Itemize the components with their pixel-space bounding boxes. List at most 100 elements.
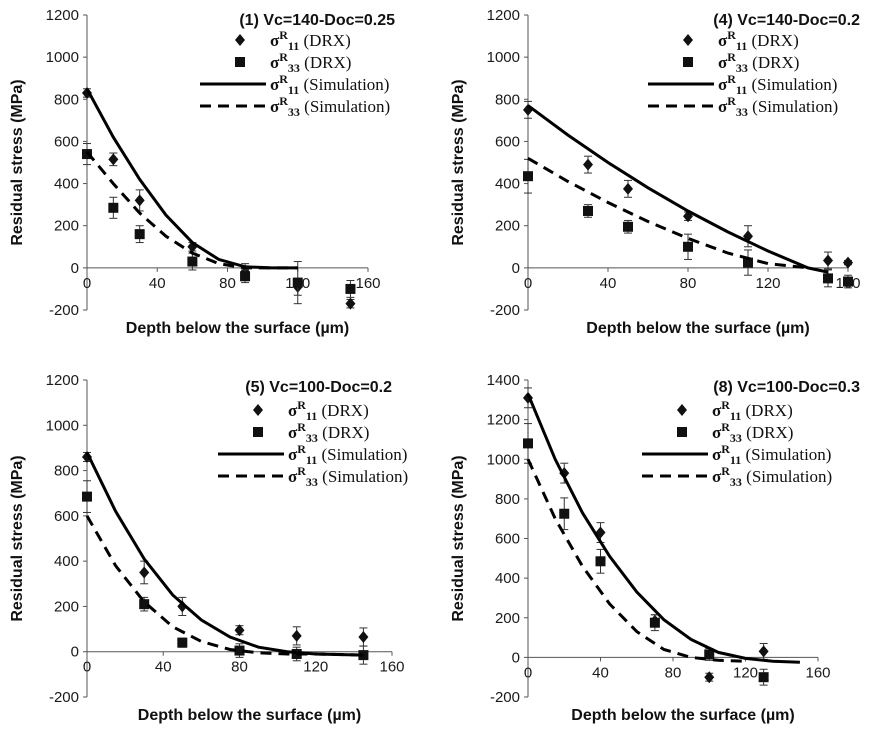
x-tick-label: 40	[155, 659, 172, 676]
data-point-s33-drx	[358, 650, 369, 661]
y-tick-label: 1200	[46, 7, 79, 24]
legend-subscript: 33	[288, 61, 300, 75]
x-axis-label: Depth below the surface (µm)	[571, 707, 794, 724]
legend-sigma: σ	[288, 423, 298, 442]
data-point-s33-drx	[758, 672, 769, 683]
legend-marker-diamond	[683, 34, 693, 46]
data-point-s11-drx	[823, 254, 833, 267]
legend-entry-label: σR33 (Simulation)	[288, 464, 408, 489]
data-point-s11-drx	[623, 182, 633, 195]
y-tick-label: 200	[495, 610, 520, 627]
legend-superscript: R	[721, 442, 730, 456]
x-tick-label: 80	[219, 275, 236, 292]
data-point-s33-drx	[240, 271, 251, 282]
x-tick-label: 0	[83, 659, 91, 676]
series-line-s11-simulation	[85, 88, 298, 270]
data-point-s11-drx	[583, 158, 593, 171]
legend-sigma: σ	[718, 75, 728, 94]
chart-panel-2: -20002004006008001000120004080120160Resi…	[450, 7, 861, 337]
legend-superscript: R	[727, 94, 736, 108]
y-tick-label: 1000	[487, 451, 520, 468]
y-tick-label: 0	[71, 644, 79, 661]
legend-text: (Simulation)	[742, 467, 832, 486]
legend-entry-label: σR11 (Simulation)	[288, 442, 407, 467]
legend-entry-label: σR33 (DRX)	[718, 50, 799, 75]
data-point-s11-drx	[345, 297, 356, 310]
data-point-s33-drx	[649, 617, 660, 628]
y-tick-label: -200	[490, 302, 520, 319]
chart-title: (8) Vc=100-Doc=0.3	[713, 379, 860, 396]
data-point-s33-drx	[292, 277, 303, 288]
chart-title: (1) Vc=140-Doc=0.25	[239, 12, 395, 29]
y-tick-label: 400	[54, 553, 79, 570]
series-line-s11-simulation	[527, 104, 829, 274]
x-tick-label: 160	[355, 275, 380, 292]
y-tick-label: 1000	[46, 49, 79, 66]
legend-entry-label: σR11 (Simulation)	[718, 72, 837, 97]
data-point-s11-drx	[758, 645, 769, 658]
data-point-s33-drx	[583, 205, 593, 216]
legend: σR11 (DRX)σR33 (DRX)σR11 (Simulation)σR3…	[200, 28, 390, 119]
legend-entry-label: σR11 (DRX)	[712, 398, 793, 423]
y-tick-label: 400	[495, 570, 520, 587]
data-point-s33-drx	[234, 645, 245, 656]
data-point-s33-drx	[843, 276, 853, 287]
legend-subscript: 33	[730, 431, 742, 445]
legend-superscript: R	[279, 72, 288, 86]
legend-text: (DRX)	[747, 31, 798, 50]
legend-sigma: σ	[288, 445, 298, 464]
y-tick-label: 600	[495, 133, 520, 150]
legend-marker-diamond	[253, 404, 263, 416]
data-point-s33-drx	[683, 241, 693, 252]
legend-sigma: σ	[270, 75, 280, 94]
data-point-s11-drx	[108, 153, 119, 166]
chart-title: (5) Vc=100-Doc=0.2	[245, 379, 392, 396]
legend-text: (DRX)	[748, 53, 799, 72]
data-point-s33-drx	[177, 637, 188, 648]
x-tick-label: 160	[805, 664, 830, 681]
legend-text: (Simulation)	[317, 445, 407, 464]
legend: σR11 (DRX)σR33 (DRX)σR11 (Simulation)σR3…	[642, 398, 832, 489]
legend-text: (DRX)	[300, 53, 351, 72]
data-point-s11-drx	[134, 194, 145, 207]
x-tick-label: 0	[83, 275, 91, 292]
data-point-s11-drx	[234, 624, 245, 637]
y-tick-label: 600	[54, 508, 79, 525]
y-tick-label: 0	[512, 649, 520, 666]
x-axis-label: Depth below the surface (µm)	[586, 320, 809, 337]
legend-superscript: R	[297, 442, 306, 456]
y-tick-label: 1200	[46, 372, 79, 389]
y-tick-label: 600	[495, 531, 520, 548]
series-line-s33-simulation	[527, 157, 809, 270]
x-tick-label: 80	[680, 275, 697, 292]
legend-marker-square	[235, 57, 245, 67]
legend-subscript: 11	[288, 83, 299, 97]
legend-text: (DRX)	[742, 423, 793, 442]
legend-entry-label: σR33 (Simulation)	[712, 464, 832, 489]
legend-superscript: R	[279, 28, 288, 42]
legend-marker-square	[683, 57, 693, 67]
y-axis-label: Residual stress (MPa)	[450, 455, 467, 621]
data-point-s11-drx	[843, 256, 853, 269]
legend-text: (DRX)	[299, 31, 350, 50]
data-point-s33-drx	[595, 556, 606, 567]
legend-superscript: R	[727, 28, 736, 42]
x-tick-label: 120	[755, 275, 780, 292]
legend-text: (Simulation)	[300, 97, 390, 116]
x-tick-label: 160	[379, 659, 404, 676]
legend-marker-diamond	[677, 404, 687, 416]
legend-subscript: 33	[736, 61, 748, 75]
x-axis-label: Depth below the surface (µm)	[126, 320, 349, 337]
y-tick-label: 800	[54, 91, 79, 108]
y-tick-label: 200	[495, 218, 520, 235]
legend-text: (Simulation)	[299, 75, 389, 94]
legend-subscript: 11	[288, 39, 299, 53]
legend-subscript: 33	[730, 475, 742, 489]
y-tick-label: 800	[54, 463, 79, 480]
legend-subscript: 11	[736, 83, 747, 97]
legend-subscript: 33	[288, 105, 300, 119]
y-tick-label: 200	[54, 598, 79, 615]
